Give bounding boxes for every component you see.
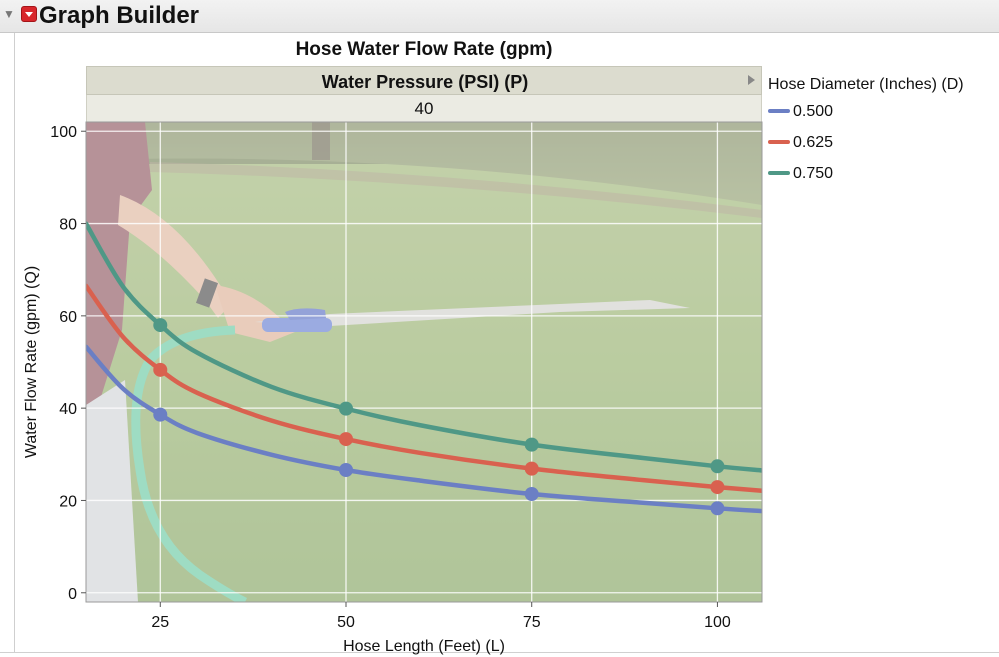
y-tick-label-80: 80 bbox=[59, 217, 77, 234]
legend-item-0.625[interactable]: 0.625 bbox=[768, 127, 964, 158]
series-line-0.750[interactable] bbox=[86, 221, 762, 473]
data-point-0.750-75[interactable] bbox=[524, 437, 539, 452]
x-tick-label-75: 75 bbox=[523, 614, 541, 631]
y-tick-label-20: 20 bbox=[59, 493, 77, 510]
legend-label-0.625: 0.625 bbox=[793, 134, 834, 151]
red-hotspot-menu-icon[interactable] bbox=[21, 6, 37, 22]
data-point-0.500-100[interactable] bbox=[710, 501, 725, 516]
y-axis-label: Water Flow Rate (gpm) (Q) bbox=[23, 266, 40, 458]
legend-label-0.500: 0.500 bbox=[793, 103, 834, 120]
x-tick-label-100: 100 bbox=[704, 614, 731, 631]
outline-frame-left bbox=[14, 33, 15, 653]
x-tick-label-25: 25 bbox=[151, 614, 169, 631]
disclosure-triangle-icon[interactable]: ▼ bbox=[3, 7, 15, 21]
data-point-0.500-25[interactable] bbox=[153, 407, 168, 422]
y-tick-label-60: 60 bbox=[59, 309, 77, 326]
legend-swatch-0.750 bbox=[768, 171, 790, 175]
data-point-0.625-25[interactable] bbox=[153, 362, 168, 377]
legend-label-0.750: 0.750 bbox=[793, 165, 834, 182]
outline-frame-bottom bbox=[0, 652, 999, 653]
plot-grid bbox=[86, 122, 762, 602]
group-variable-label: Water Pressure (PSI) (P) bbox=[321, 72, 529, 92]
data-point-0.750-100[interactable] bbox=[710, 459, 725, 474]
legend-item-0.750[interactable]: 0.750 bbox=[768, 158, 964, 189]
data-point-0.625-75[interactable] bbox=[524, 461, 539, 476]
plot-frame bbox=[85, 121, 763, 603]
data-point-0.750-50[interactable] bbox=[339, 401, 353, 416]
data-point-0.750-25[interactable] bbox=[153, 318, 168, 333]
data-point-0.500-75[interactable] bbox=[524, 487, 539, 501]
data-point-0.500-50[interactable] bbox=[339, 463, 353, 477]
y-tick-label-40: 40 bbox=[59, 401, 77, 418]
chart-title: Hose Water Flow Rate (gpm) bbox=[295, 39, 553, 60]
legend-swatch-0.625 bbox=[768, 140, 790, 144]
y-tick-label-100: 100 bbox=[50, 124, 77, 141]
app-title: Graph Builder bbox=[39, 2, 200, 29]
group-header[interactable]: Water Pressure (PSI) (P) bbox=[86, 66, 762, 95]
data-point-0.625-100[interactable] bbox=[710, 480, 725, 495]
title-bar: ▼ Graph Builder bbox=[0, 0, 999, 33]
x-axis-label: Hose Length (Feet) (L) bbox=[343, 638, 505, 655]
series-clip-group bbox=[86, 221, 762, 516]
legend: Hose Diameter (Inches) (D) 0.500 0.625 0… bbox=[768, 74, 964, 189]
legend-title: Hose Diameter (Inches) (D) bbox=[768, 76, 964, 93]
data-point-0.625-50[interactable] bbox=[339, 432, 353, 447]
y-tick-label-0: 0 bbox=[68, 586, 77, 603]
legend-item-0.500[interactable]: 0.500 bbox=[768, 96, 964, 127]
series-layer bbox=[86, 221, 762, 516]
legend-swatch-0.500 bbox=[768, 109, 790, 113]
x-tick-label-50: 50 bbox=[337, 614, 355, 631]
group-expand-arrow-icon[interactable] bbox=[748, 75, 755, 85]
group-level-label: 40 bbox=[86, 95, 762, 122]
plot-axes: 25 50 75 100 0 20 40 60 80 100 Hose Length (Feet) … bbox=[23, 121, 763, 655]
plot-background-photo bbox=[86, 122, 762, 602]
